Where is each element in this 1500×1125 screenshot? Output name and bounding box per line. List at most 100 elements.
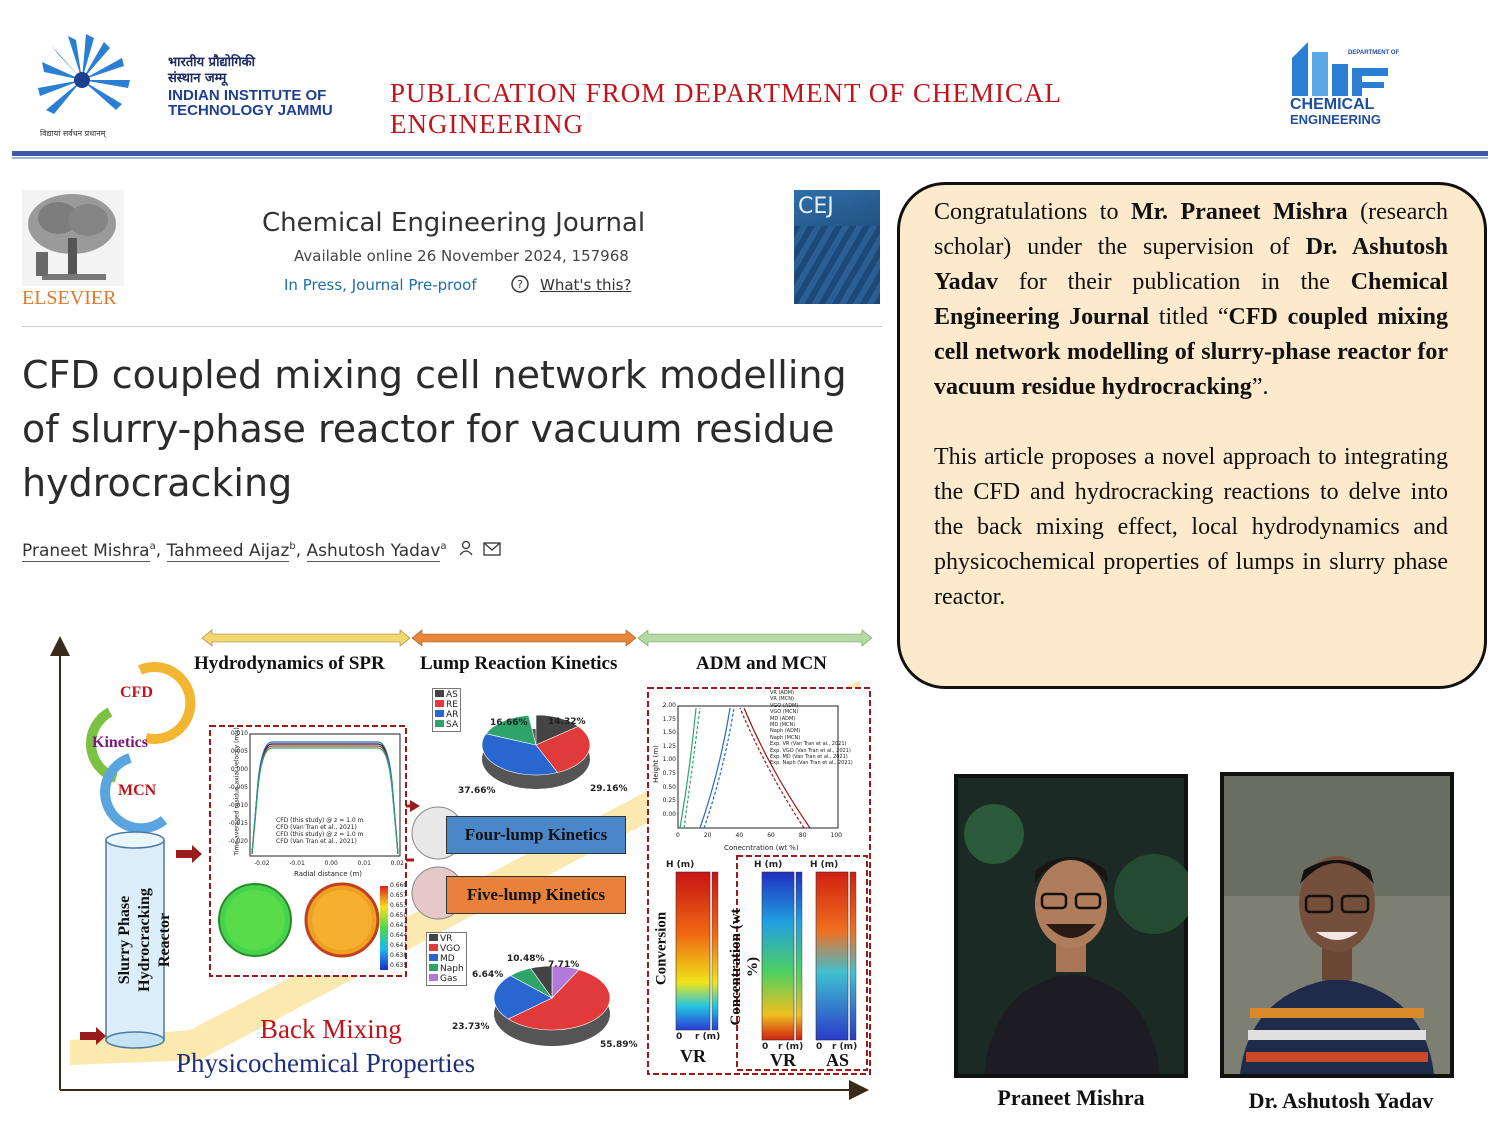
whats-this-link[interactable]: What's this? bbox=[540, 276, 632, 294]
phase-heading-adm-mcn: ADM and MCN bbox=[696, 653, 827, 674]
banner-title: Publication from Department of Chemical … bbox=[390, 78, 1061, 139]
pie-slice bbox=[493, 975, 553, 1020]
vel-legend-item: CFD (Van Tran et al., 2021) bbox=[276, 838, 357, 845]
conc-xtick: 0 bbox=[676, 832, 680, 839]
institute-english-line2: TECHNOLOGY JAMMU bbox=[168, 102, 333, 119]
person-icon[interactable] bbox=[458, 540, 474, 561]
article-summary: This article proposes a novel approach t… bbox=[934, 444, 1448, 610]
che-logo-line1: CHEMICAL bbox=[1290, 96, 1375, 113]
institute-hindi-line2: संस्थान जम्मू bbox=[168, 71, 227, 86]
concentration-series-line bbox=[739, 707, 805, 829]
paper-title[interactable]: CFD coupled mixing cell network modellin… bbox=[22, 353, 847, 505]
elsevier-tree-logo bbox=[22, 190, 124, 286]
pie2-pct: 55.89% bbox=[600, 1040, 638, 1050]
conc-legend-item: VR (MCN) bbox=[770, 696, 794, 703]
vel-ytick: -0.010 bbox=[228, 802, 248, 809]
cycle-label-kinetics: Kinetics bbox=[92, 734, 148, 751]
colorbar-ticks: 0.660 0.657 0.653 0.650 0.647 0.644 0.64… bbox=[390, 882, 407, 972]
cb-tick: 0.638 bbox=[390, 952, 408, 959]
author-name[interactable]: Tahmeed Aijaz bbox=[166, 540, 290, 562]
vel-xtick: 0.01 bbox=[357, 860, 371, 867]
vel-ytick: -0.020 bbox=[228, 838, 248, 845]
author-affiliation: a bbox=[440, 540, 447, 552]
che-logo-line2: ENGINEERING bbox=[1290, 112, 1382, 127]
author-name[interactable]: Praneet Mishra bbox=[22, 540, 150, 562]
vel-legend-item: CFD (this study) @ z = 1.0 m bbox=[276, 817, 364, 824]
che-logo-small: DEPARTMENT OF bbox=[1348, 50, 1400, 56]
cb-tick: 0.641 bbox=[390, 942, 408, 949]
pie2-pct: 7.71% bbox=[548, 960, 580, 970]
velocity-series-line bbox=[251, 741, 399, 855]
conc-xtick: 20 bbox=[703, 832, 712, 839]
author-affiliation: a bbox=[149, 540, 156, 552]
header-divider-shadow bbox=[12, 157, 1488, 159]
cb-tick: 0.635 bbox=[390, 962, 408, 969]
conc-xtick: 40 bbox=[735, 832, 744, 839]
conc-legend-item: Exp. VGO (Van Tran et al., 2021) bbox=[770, 747, 851, 754]
email-icon[interactable] bbox=[483, 541, 502, 561]
institute-motto: विद्यायां सर्वधन प्रधानम् bbox=[40, 129, 106, 138]
pie2-legend-item: MD bbox=[429, 954, 464, 964]
question-icon[interactable]: ? bbox=[511, 275, 529, 293]
pie2-legend: VR VGO MD Naph Gas bbox=[426, 932, 467, 986]
vel-legend-item: CFD (this study) @ z = 1.0 m bbox=[276, 831, 364, 838]
conc-ytick: 0.25 bbox=[662, 797, 676, 805]
phase-heading-hydrodynamics: Hydrodynamics of SPR bbox=[194, 653, 385, 674]
journal-availability: Available online 26 November 2024, 15796… bbox=[294, 247, 629, 265]
author-list: Praneet Mishraa, Tahmeed Aijazb, Ashutos… bbox=[22, 540, 502, 562]
conc-legend: VR (ADM) VR (MCN) VGO (ADM) VGO (MCN) MD… bbox=[770, 690, 853, 767]
four-lump-label: Four-lump Kinetics bbox=[464, 825, 608, 844]
iit-jammu-logo bbox=[32, 28, 142, 128]
phase-heading-kinetics: Lump Reaction Kinetics bbox=[420, 653, 618, 674]
institute-hindi-line1: भारतीय प्रौद्योगिकी bbox=[168, 55, 256, 70]
cycle-label-mcn: MCN bbox=[118, 782, 157, 799]
vr-label: VR bbox=[680, 1046, 706, 1066]
institute-english-line1: INDIAN INSTITUTE OF bbox=[168, 87, 327, 104]
pie2-pct: 6.64% bbox=[472, 970, 504, 980]
five-lump-kinetics-box: Five-lump Kinetics bbox=[446, 876, 626, 914]
concentration-curves bbox=[679, 707, 811, 829]
conc-legend-item: MD (ADM) bbox=[770, 715, 796, 722]
zero-label: 0 bbox=[816, 1042, 823, 1052]
velocity-legend: CFD (this study) @ z = 1.0 m CFD (Van Tr… bbox=[276, 817, 363, 845]
velocity-yticks: 0.010 0.005 0.000 -0.005 -0.010 -0.015 -… bbox=[224, 730, 248, 856]
conc-legend-item: VGO (ADM) bbox=[770, 702, 799, 709]
author-affiliation: b bbox=[289, 540, 296, 552]
congrats-text-part: for their publication in the bbox=[998, 269, 1351, 295]
congrats-text-part: Congratulations to bbox=[934, 199, 1131, 225]
conc-ytick: 1.50 bbox=[662, 729, 676, 737]
journal-name[interactable]: Chemical Engineering Journal bbox=[262, 208, 646, 238]
pie1-pct: 16.66% bbox=[490, 718, 528, 728]
vr-label: VR bbox=[770, 1050, 796, 1070]
scholar-name: Mr. Praneet Mishra bbox=[1130, 199, 1348, 225]
conc-ytick: 1.75 bbox=[662, 715, 676, 723]
conc-xticks: 0 20 40 60 80 100 bbox=[676, 832, 842, 839]
pie2-legend-item: VR bbox=[429, 934, 464, 944]
vel-ytick: 0.005 bbox=[230, 748, 248, 755]
author-name[interactable]: Ashutosh Yadav bbox=[306, 540, 441, 562]
vel-ytick: 0.010 bbox=[230, 730, 248, 737]
concentration-label: Concentration (wt %) bbox=[728, 908, 761, 1026]
pie-slice bbox=[535, 726, 591, 773]
pie2-legend-item: VGO bbox=[429, 944, 464, 954]
r-label: r (m) bbox=[778, 1042, 804, 1052]
five-lump-label: Five-lump Kinetics bbox=[466, 885, 606, 904]
concentration-series-line bbox=[743, 707, 811, 829]
conc-legend-item: Naph (MCN) bbox=[770, 734, 801, 741]
conversion-label: Conversion bbox=[653, 911, 670, 986]
cb-tick: 0.657 bbox=[390, 892, 408, 899]
conc-xtick: 80 bbox=[798, 832, 807, 839]
pie-slice bbox=[530, 965, 553, 999]
pie1-legend-item: AR bbox=[435, 710, 458, 720]
vel-xtick: -0.02 bbox=[254, 860, 270, 867]
pie-slice bbox=[485, 714, 537, 746]
pie1-pct: 14.32% bbox=[548, 717, 586, 727]
journal-status-link[interactable]: In Press, Journal Pre-proof bbox=[284, 276, 477, 294]
congrats-text-part: ”. bbox=[1251, 374, 1269, 400]
pie-slice bbox=[481, 733, 559, 776]
cb-tick: 0.650 bbox=[390, 912, 408, 919]
pie1-legend-item: RE bbox=[435, 700, 458, 710]
caption-praneet-mishra: Praneet Mishra bbox=[997, 1085, 1145, 1110]
four-lump-pie bbox=[481, 714, 591, 789]
pie1-pct: 37.66% bbox=[458, 786, 496, 796]
